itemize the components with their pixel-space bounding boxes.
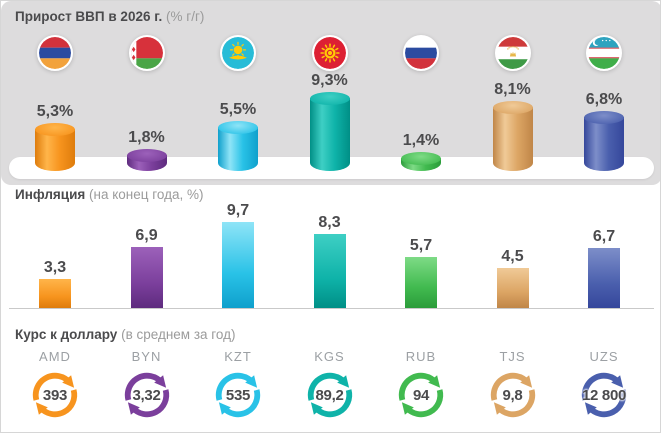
inflation-bar [39,279,71,308]
currency-code-label: KGS [314,349,345,364]
cylinder-cap [492,101,533,114]
country-column-uzbekistan: 6,8% 6,7 UZS 12 800 [558,1,650,432]
fx-rate-value: 12 800 [581,386,627,404]
currency-code-label: AMD [39,349,71,364]
exchange-cycle-icon: 94 [394,368,448,422]
country-column-kazakhstan: 5,5% 9,7 KZT 535 [192,1,284,432]
country-column-kyrgyzstan: 9,3% 8,3 KGS 89,2 [284,1,376,432]
currency-code-label: TJS [499,349,526,364]
gdp-title-subtext: (% г/г) [166,9,205,24]
inflation-bar [130,247,163,308]
tajikistan-flag-icon [494,35,531,71]
fx-rate-value: 9,8 [502,386,523,404]
currency-code-label: BYN [131,349,162,364]
inflation-bar [405,257,437,308]
gdp-cylinder-bar [218,121,258,171]
fx-section-title: Курс к доллару (в среднем за год) [15,327,236,342]
inflation-value-label: 4,5 [501,248,524,265]
cylinder-cap [126,149,167,162]
exchange-cycle-icon: 535 [211,368,265,422]
inflation-bar [588,248,620,308]
inflation-title-subtext: (на конец года, %) [89,187,204,202]
fx-rate-value: 3,32 [132,386,161,404]
currency-code-label: UZS [589,349,619,364]
fx-rate-value: 89,2 [315,386,344,404]
fx-title-text: Курс к доллару [15,327,118,342]
cylinder-body [309,98,350,171]
country-column-russia: 1,4% 5,7 RUB 94 [375,1,467,432]
gdp-cylinder-bar [584,111,624,171]
inflation-value-label: 3,3 [43,259,67,276]
gdp-cylinder-bar [492,101,533,171]
cylinder-cap [584,111,624,124]
fx-rate-value: 535 [225,386,251,404]
gdp-cylinder-bar [35,123,75,171]
inflation-title-text: Инфляция [15,187,86,202]
gdp-cylinder-bar [309,92,350,171]
inflation-value-label: 6,7 [592,228,616,245]
gdp-value-label: 1,4% [402,132,440,149]
inflation-bar [496,268,529,308]
kyrgyzstan-flag-icon [311,35,348,71]
currency-code-label: RUB [405,349,437,364]
fx-rate-value: 393 [42,386,68,404]
cylinder-body [584,117,624,171]
country-column-tajikistan: 8,1% 4,5 TJS 9,8 [467,1,559,432]
armenia-flag-icon [37,35,73,71]
inflation-value-label: 5,7 [409,237,433,254]
cylinder-cap [35,123,75,136]
cylinder-body [35,129,75,171]
inflation-value-label: 6,9 [135,227,158,244]
inflation-bar [222,222,254,308]
cylinder-body [218,127,258,171]
inflation-value-label: 9,7 [226,202,250,219]
gdp-title-text: Прирост ВВП в 2026 г. [15,9,163,24]
cylinder-cap [218,121,258,134]
country-column-armenia: 5,3% 3,3 AMD 393 [9,1,101,432]
exchange-cycle-icon: 9,8 [486,368,540,422]
country-column-belarus: 1,8% 6,9 BYN 3,32 [101,1,193,432]
fx-rate-value: 94 [412,386,430,404]
belarus-flag-icon [128,35,165,71]
exchange-cycle-icon: 393 [28,368,82,422]
gdp-value-label: 5,3% [36,103,74,120]
inflation-bar [313,234,346,308]
uzbekistan-flag-icon [586,35,622,71]
gdp-cylinder-bar [126,149,167,171]
cylinder-body [492,107,533,171]
inflation-axis-baseline [9,308,654,309]
inflation-section-title: Инфляция (на конец года, %) [15,187,203,202]
inflation-value-label: 8,3 [318,214,341,231]
currency-code-label: KZT [224,349,252,364]
fx-title-subtext: (в среднем за год) [121,327,236,342]
exchange-cycle-icon: 89,2 [303,368,357,422]
cylinder-cap [401,152,441,165]
gdp-value-label: 9,3% [311,72,348,89]
exchange-cycle-icon: 12 800 [577,368,631,422]
gdp-section-title: Прирост ВВП в 2026 г. (% г/г) [15,9,204,24]
gdp-value-label: 8,1% [494,81,531,98]
russia-flag-icon [403,35,439,71]
cylinder-cap [309,92,350,105]
gdp-value-label: 6,8% [585,91,623,108]
gdp-cylinder-bar [401,152,441,171]
gdp-value-label: 1,8% [128,129,165,146]
kazakhstan-flag-icon [220,35,256,71]
gdp-value-label: 5,5% [219,101,257,118]
exchange-cycle-icon: 3,32 [120,368,174,422]
